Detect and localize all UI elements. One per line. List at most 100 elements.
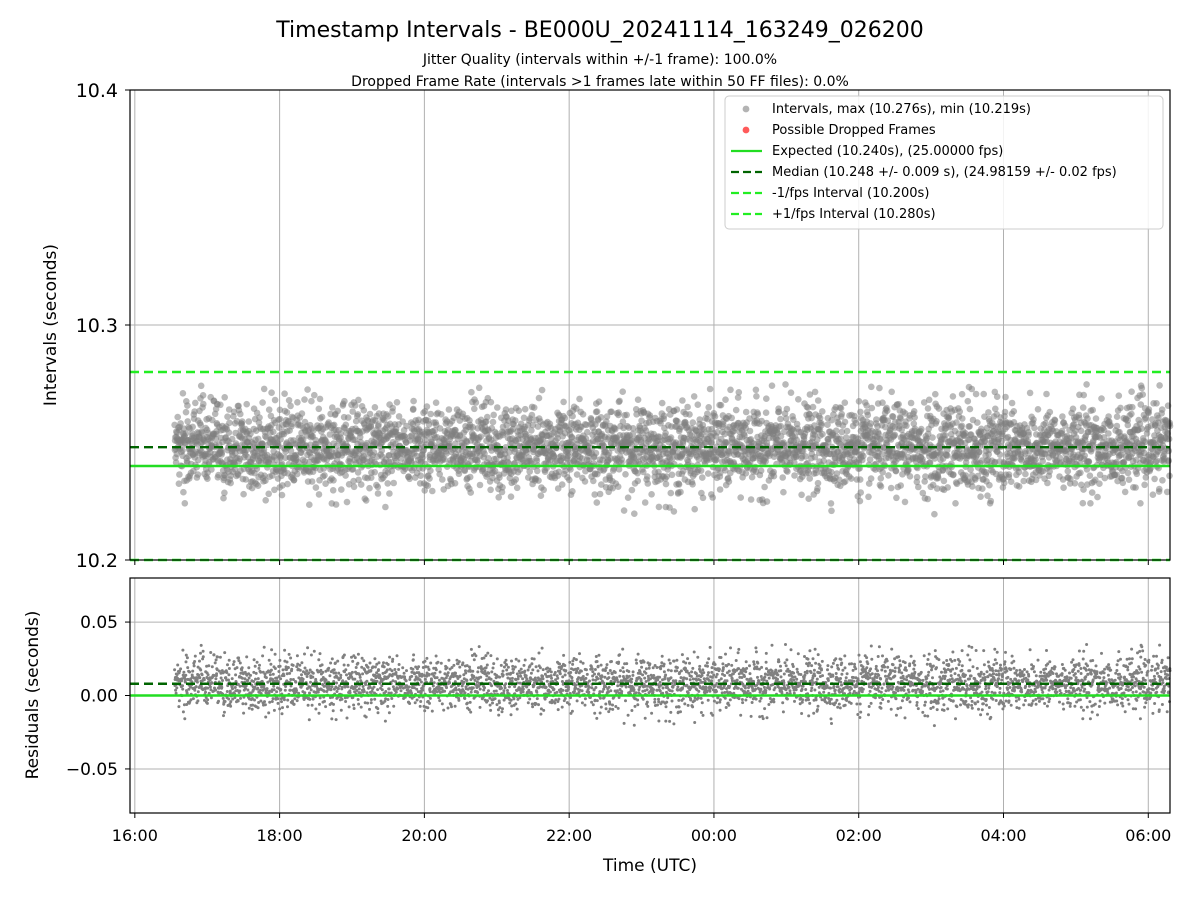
- interval-point: [375, 490, 382, 497]
- interval-point: [623, 412, 630, 419]
- residual-point: [214, 661, 217, 664]
- interval-point: [944, 484, 951, 491]
- residual-point: [241, 702, 244, 705]
- residual-point: [237, 700, 240, 703]
- residual-point: [176, 664, 179, 667]
- interval-point: [842, 419, 849, 426]
- interval-point: [316, 491, 323, 498]
- interval-point: [815, 397, 822, 404]
- residual-point: [336, 690, 339, 693]
- chart-subtitle-dropped: Dropped Frame Rate (intervals >1 frames …: [351, 74, 849, 90]
- interval-point: [417, 472, 424, 479]
- interval-point: [956, 408, 963, 415]
- legend-entry-expected: Expected (10.240s), (25.00000 fps): [772, 144, 1003, 159]
- interval-point: [261, 386, 268, 393]
- interval-point: [195, 471, 202, 478]
- interval-point: [857, 409, 864, 416]
- interval-point: [661, 413, 668, 420]
- interval-point: [815, 480, 822, 487]
- residual-point: [249, 674, 252, 677]
- interval-point: [717, 486, 724, 493]
- interval-point: [488, 399, 495, 406]
- interval-point: [764, 498, 771, 505]
- interval-point: [726, 478, 733, 485]
- residual-point: [232, 663, 235, 666]
- residual-point: [303, 653, 306, 656]
- interval-point: [806, 475, 813, 482]
- interval-point: [516, 407, 523, 414]
- interval-point: [856, 398, 863, 405]
- residual-point: [306, 646, 309, 649]
- interval-point: [621, 507, 628, 514]
- residual-point: [325, 679, 328, 682]
- interval-point: [944, 452, 951, 459]
- interval-point: [967, 406, 974, 413]
- residual-point: [219, 656, 222, 659]
- interval-point: [490, 419, 497, 426]
- interval-point: [576, 396, 583, 403]
- interval-point: [932, 391, 939, 398]
- residual-point: [323, 690, 326, 693]
- residual-point: [198, 660, 201, 663]
- residual-point: [333, 668, 336, 671]
- residual-point: [310, 654, 313, 657]
- residual-point: [289, 678, 292, 681]
- interval-point: [671, 508, 678, 515]
- interval-point: [316, 406, 323, 413]
- interval-point: [865, 494, 872, 501]
- chart-subtitle-jitter: Jitter Quality (intervals within +/-1 fr…: [422, 52, 777, 68]
- residual-point: [298, 664, 301, 667]
- interval-point: [394, 399, 401, 406]
- residual-point: [332, 703, 335, 706]
- interval-point: [536, 395, 543, 402]
- interval-point: [674, 418, 681, 425]
- residual-point: [295, 689, 298, 692]
- interval-point: [888, 485, 895, 492]
- residual-point: [294, 681, 297, 684]
- residual-point: [238, 690, 241, 693]
- residual-point: [341, 698, 344, 701]
- interval-point: [1032, 456, 1039, 463]
- interval-point: [679, 397, 686, 404]
- residual-point: [336, 660, 339, 663]
- residual-point: [310, 688, 313, 691]
- interval-point: [304, 386, 311, 393]
- residual-point: [196, 699, 199, 702]
- interval-point: [309, 478, 316, 485]
- residual-point: [324, 705, 327, 708]
- interval-point: [761, 484, 768, 491]
- interval-point: [1016, 483, 1023, 490]
- interval-point: [1139, 385, 1146, 392]
- residual-point: [198, 676, 201, 679]
- interval-point: [1098, 395, 1105, 402]
- interval-point: [174, 414, 181, 421]
- interval-point: [966, 423, 973, 430]
- legend-entry-dropped: Possible Dropped Frames: [772, 123, 936, 138]
- residual-point: [258, 667, 261, 670]
- residual-point: [208, 692, 211, 695]
- interval-point: [366, 485, 373, 492]
- interval-point: [321, 472, 328, 479]
- interval-point: [1132, 484, 1139, 491]
- interval-point: [676, 481, 683, 488]
- interval-point: [1001, 480, 1008, 487]
- interval-point: [270, 429, 277, 436]
- interval-point: [598, 414, 605, 421]
- interval-point: [1120, 480, 1127, 487]
- residual-point: [188, 671, 191, 674]
- interval-point: [1080, 404, 1087, 411]
- intervals-y-tick-label: 10.2: [76, 550, 118, 572]
- interval-point: [780, 489, 787, 496]
- interval-point: [277, 416, 284, 423]
- residual-point: [251, 708, 254, 711]
- interval-point: [224, 413, 231, 420]
- interval-point: [1138, 425, 1145, 432]
- residual-point: [289, 689, 292, 692]
- interval-point: [1047, 409, 1054, 416]
- interval-point: [342, 472, 349, 479]
- residual-point: [247, 666, 250, 669]
- interval-point: [635, 478, 642, 485]
- interval-point: [1116, 392, 1123, 399]
- interval-point: [180, 390, 187, 397]
- interval-point: [371, 469, 378, 476]
